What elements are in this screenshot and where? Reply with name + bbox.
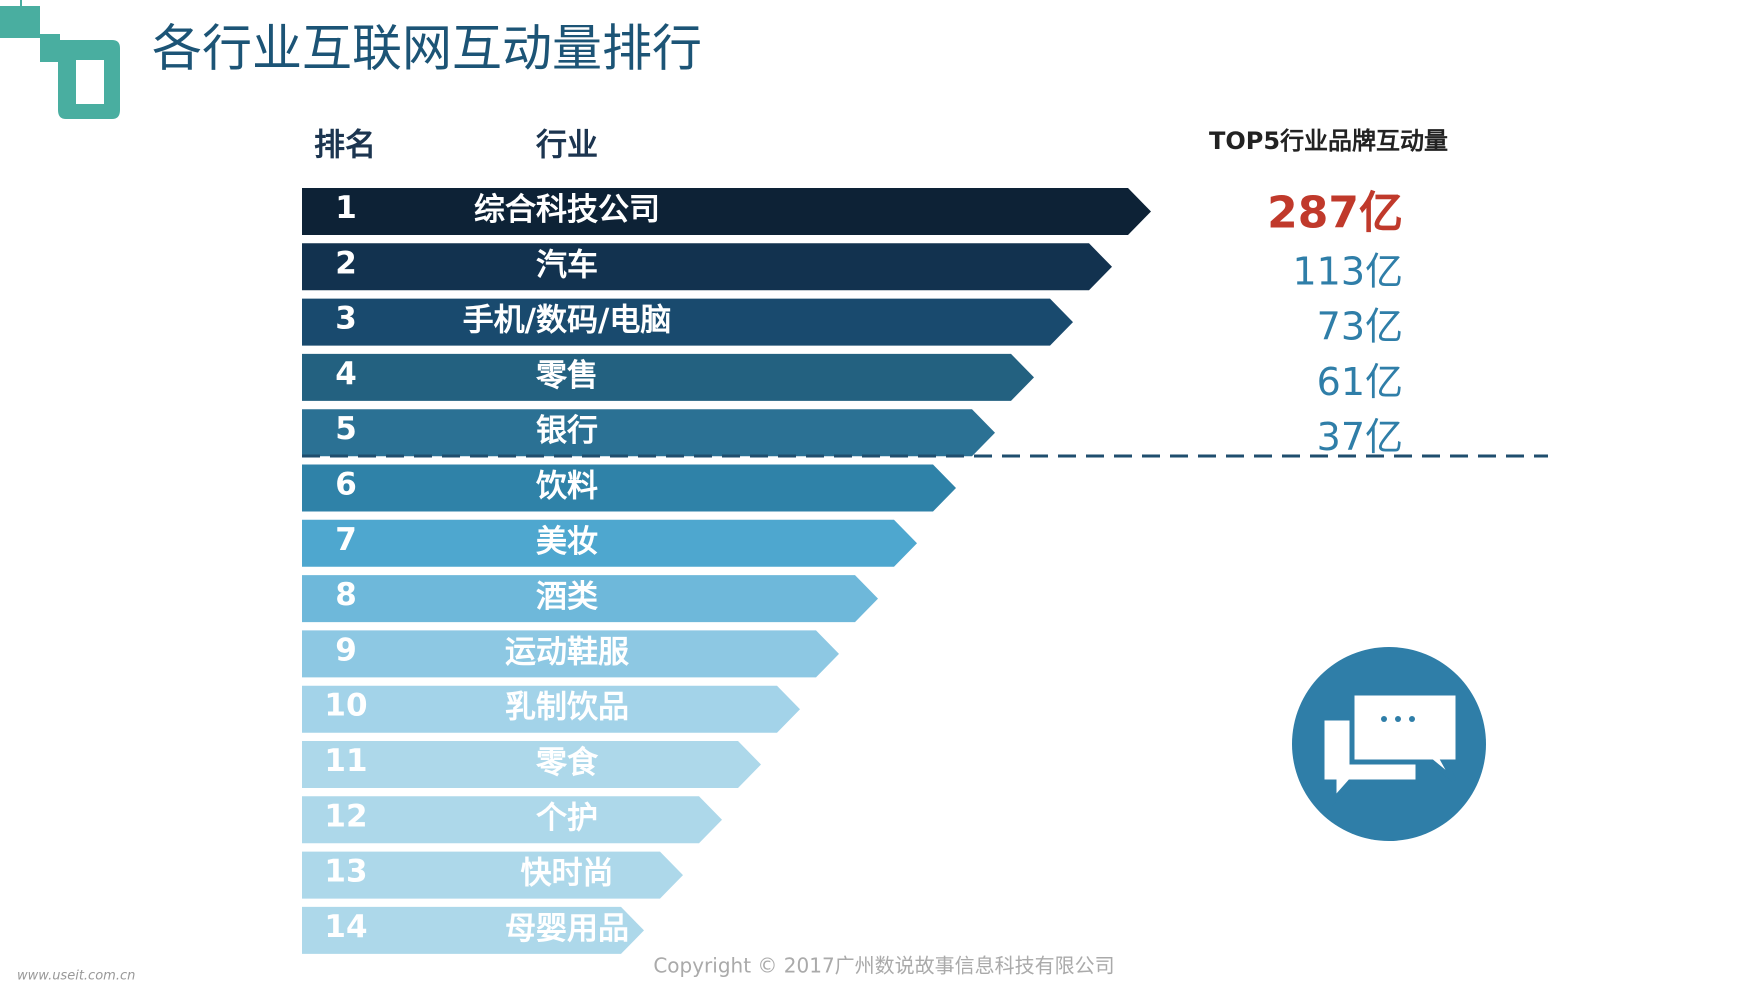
rank: 5 [335,411,357,447]
industry: 汽车 [536,247,598,283]
dot [1395,716,1401,722]
rank: 12 [324,798,367,834]
interaction-value: 61亿 [1317,360,1403,404]
interaction-value: 287亿 [1267,188,1403,239]
chat-bubble-front [1349,690,1461,782]
rank: 14 [324,909,367,945]
arrow-bar [302,575,878,623]
interaction-value: 73亿 [1317,305,1403,349]
rank: 2 [335,245,357,281]
industry: 综合科技公司 [474,192,660,228]
rank: 13 [324,854,367,890]
title: 各行业互联网互动量排行 [152,20,702,78]
rank: 9 [335,632,357,668]
arrow-bar [302,906,644,954]
rank: 7 [335,522,357,558]
industry: 饮料 [535,469,598,505]
arrow-bar [302,519,917,567]
industry: 零食 [536,745,599,781]
industry: 个护 [536,800,598,836]
arrow-bar [302,409,995,457]
industry: 快时尚 [521,856,614,892]
dot [1381,716,1387,722]
industry: 银行 [536,413,598,449]
industry: 运动鞋服 [505,634,629,670]
logo-hole [76,60,104,104]
interaction-value: 37亿 [1317,415,1403,459]
rank: 3 [335,301,357,337]
copyright: Copyright © 2017广州数说故事信息科技有限公司 [653,954,1114,978]
industry: 乳制饮品 [505,690,629,726]
arrow-bar [302,243,1112,291]
rank: 6 [335,467,357,503]
col-industry: 行业 [535,128,598,164]
industry: 零售 [536,358,598,394]
rank: 1 [335,190,357,226]
industry: 母婴用品 [505,911,629,947]
arrow-bar [302,298,1073,346]
col-rank: 排名 [314,128,376,164]
arrow-bar [302,851,683,899]
rank: 4 [335,356,357,392]
arrow-bar [302,188,1151,235]
dot [1409,716,1415,722]
industry: 酒类 [536,579,598,615]
watermark: www.useit.com.cn [17,969,135,984]
arrow-bar [302,464,956,512]
arrow-bar [302,796,722,844]
industry: 手机/数码/电脑 [463,303,672,339]
rank: 11 [324,743,367,779]
industry: 美妆 [536,524,598,560]
rank: 8 [335,577,357,613]
col-value: TOP5行业品牌互动量 [1209,127,1448,155]
arrow-bar [302,353,1034,401]
interaction-value: 113亿 [1292,249,1403,293]
arrow-bar [302,685,800,733]
rank: 10 [324,688,367,724]
arrow-bar [302,630,839,678]
rows: 1 综合科技公司 287亿 2 汽车 113亿 3 手机/数码/电脑 73亿 4 零售 61亿 5 银行 3… [302,188,1403,954]
arrow-bar [302,741,761,788]
